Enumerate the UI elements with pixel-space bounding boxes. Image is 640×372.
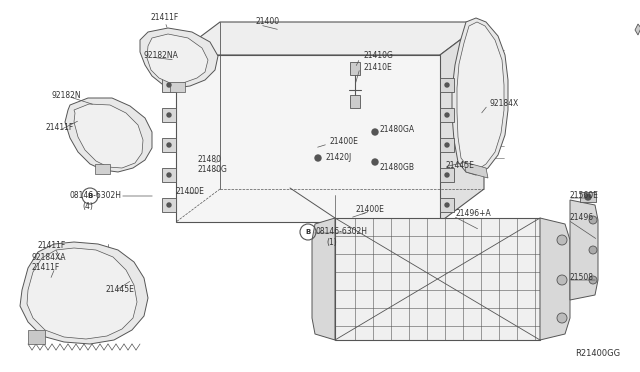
Polygon shape [440,138,454,152]
Circle shape [445,203,449,207]
Polygon shape [540,218,570,340]
Polygon shape [570,200,598,300]
Polygon shape [350,62,360,75]
Text: 21410E: 21410E [363,62,392,71]
Text: B: B [88,193,93,199]
Text: B: B [305,229,310,235]
Circle shape [557,235,567,245]
Polygon shape [457,22,504,170]
Text: 21445E: 21445E [446,160,475,170]
Polygon shape [440,108,454,122]
Text: 21400E: 21400E [355,205,384,215]
Polygon shape [74,104,143,168]
Polygon shape [95,164,110,174]
Text: 21411F: 21411F [32,263,60,273]
Polygon shape [170,82,185,92]
Circle shape [445,143,449,147]
Text: 21496+A: 21496+A [455,209,491,218]
Text: 92182N: 92182N [52,90,82,99]
Text: 21480G: 21480G [198,166,228,174]
Text: 21411F: 21411F [151,13,179,22]
Polygon shape [65,98,152,172]
Circle shape [315,155,321,161]
Circle shape [589,216,597,224]
Circle shape [167,173,171,177]
Text: R21400GG: R21400GG [575,349,620,358]
Text: (4): (4) [82,202,93,212]
Circle shape [589,246,597,254]
Text: 21411F: 21411F [46,124,74,132]
Circle shape [167,113,171,117]
Text: 21480GA: 21480GA [380,125,415,135]
Polygon shape [27,248,137,339]
Text: 21445E: 21445E [105,285,134,295]
Polygon shape [28,330,45,344]
Text: 21480GB: 21480GB [380,164,415,173]
Polygon shape [440,168,454,182]
Text: 21400E: 21400E [330,138,359,147]
Text: 21410G: 21410G [363,51,393,61]
Text: 21508: 21508 [570,273,594,282]
Text: 21496: 21496 [570,214,594,222]
Circle shape [557,275,567,285]
Text: 92182NA: 92182NA [143,51,178,60]
Polygon shape [335,218,540,340]
Polygon shape [162,108,176,122]
Text: 92184X: 92184X [490,99,519,108]
Circle shape [557,313,567,323]
Polygon shape [580,192,596,202]
Polygon shape [140,28,218,88]
Text: 21411F: 21411F [38,241,67,250]
Polygon shape [452,18,508,175]
Polygon shape [162,78,176,92]
Text: 21560E: 21560E [570,192,599,201]
Text: 21480: 21480 [198,155,222,164]
Circle shape [372,159,378,165]
Text: 08146-6302H: 08146-6302H [70,192,122,201]
Polygon shape [440,78,454,92]
Text: 08146-6302H: 08146-6302H [315,228,367,237]
Circle shape [167,203,171,207]
Circle shape [167,143,171,147]
Text: 21400: 21400 [255,17,279,26]
Circle shape [589,276,597,284]
Polygon shape [162,168,176,182]
Polygon shape [176,22,484,55]
Circle shape [167,83,171,87]
Polygon shape [147,34,208,83]
Text: 21420J: 21420J [325,154,351,163]
Text: (1): (1) [326,238,337,247]
Polygon shape [20,242,148,344]
Polygon shape [176,55,440,222]
Polygon shape [464,162,488,178]
Circle shape [372,129,378,135]
Circle shape [445,113,449,117]
Polygon shape [312,218,335,340]
Polygon shape [440,198,454,212]
Text: 21400E: 21400E [175,187,204,196]
Polygon shape [162,198,176,212]
Circle shape [445,83,449,87]
Polygon shape [440,22,484,222]
Polygon shape [350,95,360,108]
Polygon shape [635,24,640,35]
Circle shape [445,173,449,177]
Circle shape [585,194,591,200]
Text: 92184XA: 92184XA [32,253,67,262]
Polygon shape [162,138,176,152]
